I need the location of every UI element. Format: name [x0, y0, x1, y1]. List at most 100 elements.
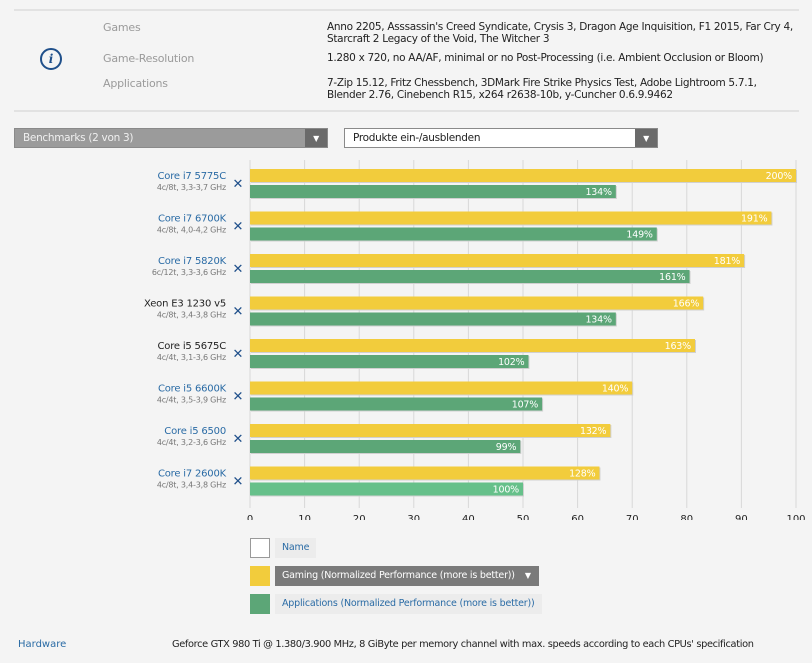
legend-swatch-applications[interactable]: [250, 594, 270, 614]
sort-desc-icon: ▼: [524, 571, 531, 580]
bar-value-label: 134%: [585, 187, 612, 198]
applications-bar: [250, 355, 529, 368]
x-tick-label: 50: [517, 514, 530, 520]
close-icon[interactable]: ✕: [233, 390, 244, 405]
cpu-name: Xeon E3 1230 v5: [144, 299, 226, 310]
gaming-bar: [250, 169, 796, 182]
close-icon[interactable]: ✕: [233, 475, 244, 490]
legend-name[interactable]: Name: [275, 538, 317, 558]
bar-value-label: 149%: [626, 230, 653, 241]
x-tick-label: 0: [247, 514, 253, 520]
gaming-bar: [250, 211, 772, 225]
cpu-spec: 4c/8t, 3,4-3,8 GHz: [157, 481, 226, 490]
applications-bar: [250, 227, 657, 241]
gaming-bar: [250, 296, 704, 310]
cpu-spec: 6c/12t, 3,3-3,6 GHz: [152, 268, 226, 277]
bar-value-label: 102%: [498, 357, 525, 368]
gaming-bar: [250, 254, 745, 267]
cpu-spec: 4c/8t, 3,4-3,8 GHz: [157, 311, 226, 320]
x-tick-label: 60: [571, 514, 584, 520]
bar-value-label: 134%: [585, 315, 612, 326]
applications-bar: [250, 185, 616, 198]
close-icon[interactable]: ✕: [233, 305, 244, 320]
legend-gaming[interactable]: Gaming (Normalized Performance (more is …: [275, 566, 539, 586]
legend-swatch-gaming[interactable]: [250, 566, 270, 586]
x-tick-label: 80: [680, 514, 693, 520]
cpu-name: Core i5 5675C: [158, 341, 227, 352]
gaming-bar: [250, 339, 695, 352]
close-icon[interactable]: ✕: [233, 262, 244, 277]
applications-bar: [250, 482, 523, 496]
chevron-down-icon: ▼: [305, 129, 327, 147]
bar-value-label: 140%: [602, 384, 629, 395]
benchmarks-dropdown-label: Benchmarks (2 von 3): [23, 132, 134, 144]
products-dropdown-label: Produkte ein-/ausblenden: [353, 132, 481, 144]
applications-bar: [250, 440, 521, 453]
close-icon[interactable]: ✕: [233, 347, 244, 362]
x-tick-label: 90: [735, 514, 748, 520]
bar-value-label: 132%: [580, 426, 607, 437]
cpu-spec: 4c/8t, 4,0-4,2 GHz: [157, 226, 226, 235]
bar-value-label: 128%: [569, 469, 596, 480]
bar-value-label: 107%: [512, 400, 539, 411]
info-label-applications: Applications: [103, 77, 168, 90]
bar-value-label: 99%: [496, 442, 517, 453]
info-value-games: Anno 2205, Asssassin's Creed Syndicate, …: [327, 21, 793, 45]
benchmarks-dropdown[interactable]: Benchmarks (2 von 3) ▼: [14, 128, 328, 148]
info-value-resolution: 1.280 x 720, no AA/AF, minimal or no Pos…: [327, 52, 764, 64]
gaming-bar: [250, 424, 611, 437]
top-divider: [14, 9, 799, 11]
cpu-spec: 4c/4t, 3,1-3,6 GHz: [157, 353, 226, 362]
bottom-divider: [14, 110, 799, 112]
gaming-bar: [250, 466, 600, 480]
info-icon: i: [40, 48, 62, 70]
info-label-resolution: Game-Resolution: [103, 52, 195, 65]
chevron-down-icon: ▼: [635, 129, 657, 147]
cpu-spec: 4c/8t, 3,3-3,7 GHz: [157, 183, 226, 192]
cpu-name[interactable]: Core i7 2600K: [158, 469, 227, 480]
bar-value-label: 161%: [659, 272, 686, 283]
bar-value-label: 181%: [714, 256, 741, 267]
cpu-name[interactable]: Core i5 6600K: [158, 384, 227, 395]
bar-value-label: 200%: [766, 171, 793, 182]
cpu-name[interactable]: Core i7 5820K: [158, 256, 227, 267]
cpu-spec: 4c/4t, 3,2-3,6 GHz: [157, 438, 226, 447]
gaming-bar: [250, 381, 633, 395]
x-tick-label: 20: [353, 514, 366, 520]
close-icon[interactable]: ✕: [233, 177, 244, 192]
hardware-link[interactable]: Hardware: [18, 639, 67, 650]
applications-bar: [250, 270, 690, 283]
legend-applications[interactable]: Applications (Normalized Performance (mo…: [275, 594, 542, 614]
info-value-applications: 7-Zip 15.12, Fritz Chessbench, 3DMark Fi…: [327, 77, 757, 101]
bar-value-label: 100%: [493, 485, 520, 496]
cpu-spec: 4c/4t, 3,5-3,9 GHz: [157, 396, 226, 405]
x-axis-ticks: 0 10 20 30 40 50 60 70 80 90 100: [247, 514, 806, 520]
applications-bar: [250, 312, 616, 326]
x-tick-label: 70: [626, 514, 639, 520]
cpu-name[interactable]: Core i7 6700K: [158, 214, 227, 225]
x-tick-label: 10: [298, 514, 311, 520]
close-icon[interactable]: ✕: [233, 220, 244, 235]
x-tick-label: 100: [786, 514, 805, 520]
close-icon[interactable]: ✕: [233, 432, 244, 447]
applications-bar: [250, 397, 543, 411]
bar-value-label: 163%: [665, 341, 692, 352]
cpu-name[interactable]: Core i5 6500: [164, 426, 226, 437]
cpu-name[interactable]: Core i7 5775C: [158, 171, 227, 182]
products-dropdown[interactable]: Produkte ein-/ausblenden ▼: [344, 128, 658, 148]
x-tick-label: 30: [407, 514, 420, 520]
bar-value-label: 191%: [741, 214, 768, 225]
bar-value-label: 166%: [673, 299, 700, 310]
legend-swatch-name[interactable]: [250, 538, 270, 558]
x-tick-label: 40: [462, 514, 475, 520]
